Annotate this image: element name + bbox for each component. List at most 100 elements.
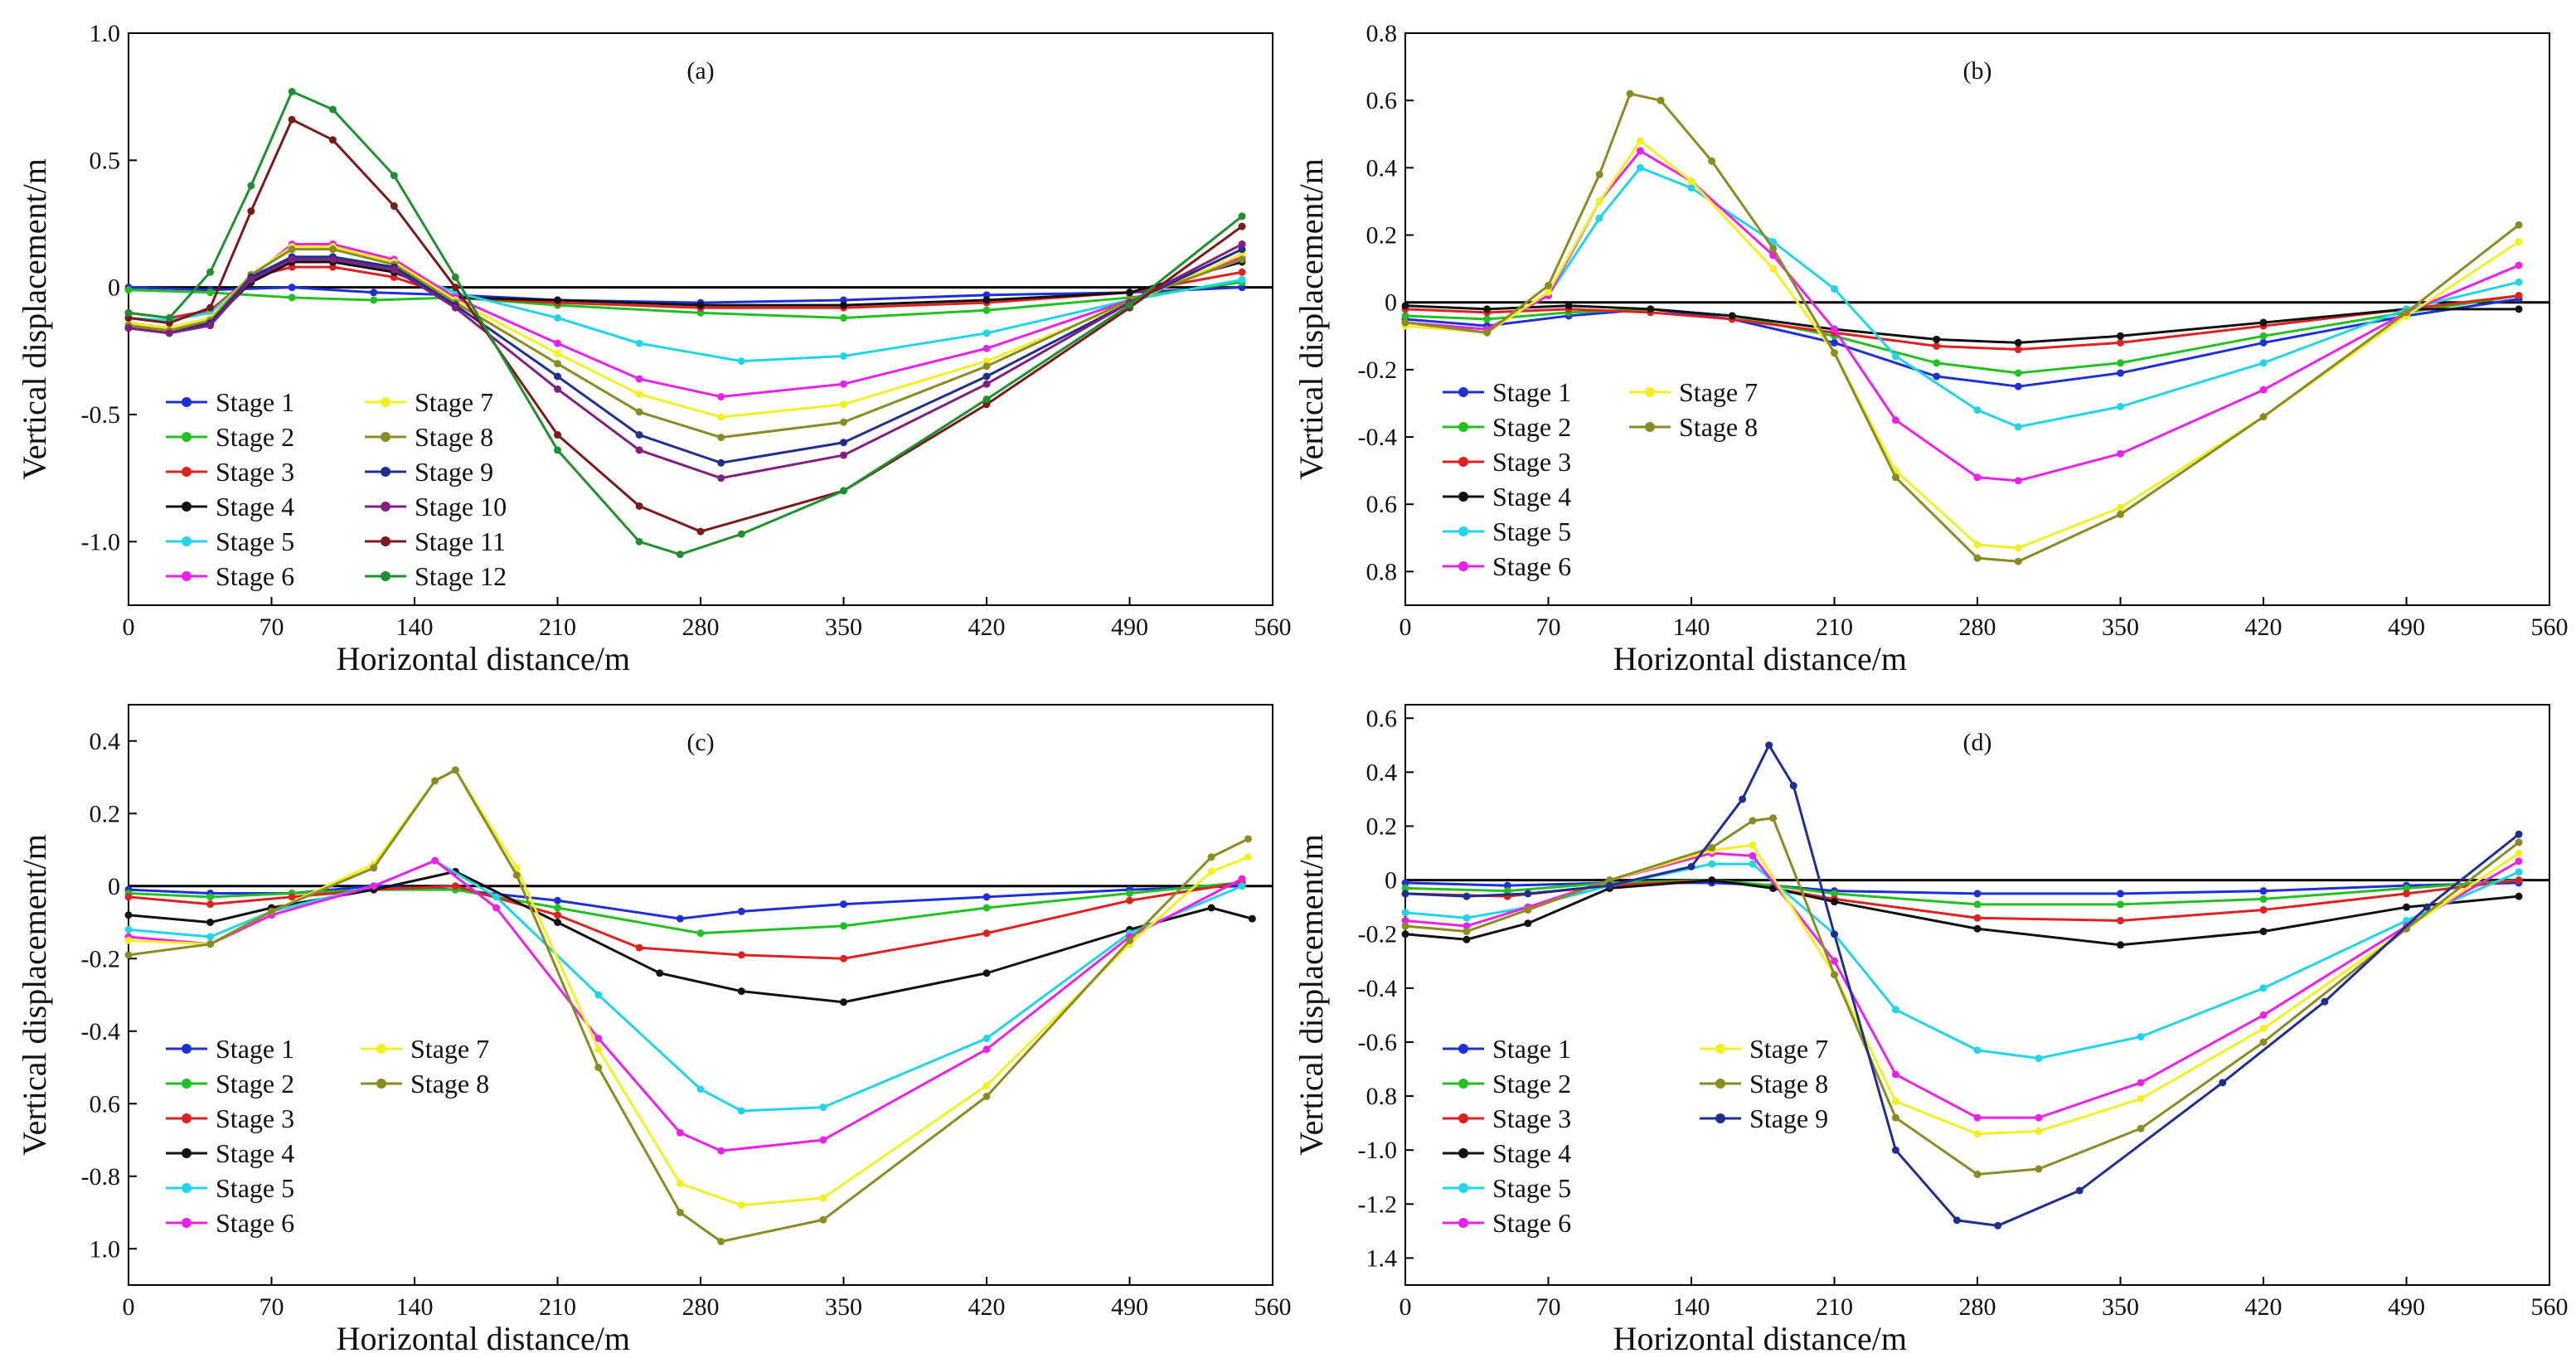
data-point (1401, 909, 1409, 917)
y-tick-label: 0 (1385, 289, 1397, 317)
x-tick-label: 210 (539, 1293, 576, 1321)
legend-label: Stage 3 (216, 1103, 294, 1133)
data-point (2117, 403, 2124, 411)
legend-label: Stage 2 (216, 422, 294, 452)
x-tick-label: 420 (968, 1293, 1006, 1321)
y-tick-label: -1.2 (1358, 1191, 1398, 1218)
data-point (206, 322, 215, 330)
legend-marker (381, 502, 391, 512)
legend-label: Stage 8 (1679, 412, 1758, 442)
series-path (1404, 744, 2520, 1227)
data-point (717, 458, 725, 467)
x-axis-label: Horizontal distance/m (337, 640, 630, 677)
series-path (128, 769, 1249, 1207)
data-point (2515, 857, 2523, 866)
data-point (594, 1045, 603, 1054)
legend-label: Stage 8 (410, 1069, 489, 1099)
data-point (206, 303, 215, 312)
data-point (635, 943, 643, 952)
data-point (2014, 544, 2022, 552)
data-point (982, 1045, 991, 1054)
data-point (2423, 903, 2431, 911)
data-point (2117, 900, 2124, 909)
x-axis-label: Horizontal distance/m (1613, 640, 1907, 677)
legend-label: Stage 1 (1492, 377, 1571, 407)
data-point (2014, 369, 2022, 377)
data-point (1238, 240, 1246, 249)
data-point (431, 856, 439, 865)
data-point (124, 925, 133, 934)
data-point (635, 375, 643, 383)
data-point (554, 904, 561, 912)
data-point (1647, 305, 1655, 313)
series-path (128, 880, 1243, 960)
legend-marker (1715, 1044, 1725, 1054)
y-tick-label: 0.2 (1366, 222, 1398, 250)
legend-marker (1458, 561, 1468, 571)
data-point (328, 255, 337, 264)
data-point (206, 893, 215, 901)
legend-label: Stage 3 (1492, 447, 1571, 477)
data-point (1401, 318, 1409, 327)
data-point (594, 1035, 603, 1042)
legend-marker (1458, 1113, 1468, 1123)
data-point (1605, 876, 1613, 885)
data-point (1953, 1216, 1961, 1225)
legend-label: Stage 6 (216, 1208, 294, 1238)
legend-marker (1458, 1183, 1468, 1193)
data-point (1933, 372, 1941, 381)
data-point (1708, 860, 1716, 868)
series-path (128, 243, 1243, 480)
y-tick-label: 0.6 (1366, 705, 1398, 732)
data-point (554, 385, 561, 393)
data-point (554, 431, 561, 439)
chart-panel-2: 0 70 140 210 280 350 420 490 560 0.8 0.6 0.4 0.2 0 -0.… (1293, 20, 2569, 677)
x-tick-label: 140 (1673, 1293, 1710, 1321)
data-point (1401, 930, 1409, 938)
data-point (1565, 302, 1573, 310)
legend-marker (1458, 422, 1468, 432)
series-line (1401, 292, 2523, 354)
data-point (1595, 170, 1603, 178)
data-point (1463, 935, 1471, 943)
series-path (1404, 298, 2520, 388)
legend-marker (182, 502, 192, 512)
data-point (451, 882, 459, 890)
legend-label: Stage 2 (216, 1069, 294, 1099)
data-point (1401, 922, 1409, 930)
x-tick-label: 350 (825, 614, 862, 641)
data-point (819, 1215, 827, 1224)
y-tick-label: 0.6 (90, 1090, 121, 1118)
data-point (206, 900, 215, 909)
data-point (1524, 905, 1532, 914)
series-path (1404, 92, 2520, 563)
data-point (717, 1238, 725, 1245)
data-point (819, 1103, 827, 1112)
data-point (819, 1136, 827, 1144)
data-point (554, 313, 561, 322)
series-line (124, 766, 1252, 1245)
legend-marker (182, 432, 192, 442)
x-tick-label: 490 (2388, 1293, 2425, 1321)
legend-marker (1458, 1044, 1468, 1054)
data-point (370, 864, 378, 872)
series-line (124, 88, 1246, 559)
data-point (124, 308, 133, 317)
data-point (2515, 261, 2523, 269)
data-point (635, 446, 643, 454)
legend-marker (381, 432, 391, 442)
data-point (635, 408, 643, 416)
data-point (840, 352, 847, 360)
data-point (1687, 862, 1696, 871)
data-point (1891, 1070, 1899, 1079)
data-point (982, 395, 991, 404)
data-point (2137, 1124, 2145, 1132)
y-axis-label: Vertical displacement/m (1293, 834, 1330, 1156)
data-point (1238, 268, 1246, 276)
data-point (1831, 284, 1838, 293)
data-point (696, 1085, 705, 1094)
data-point (165, 313, 173, 322)
data-point (492, 893, 501, 901)
data-point (1769, 245, 1778, 253)
x-tick-label: 140 (1673, 614, 1710, 641)
